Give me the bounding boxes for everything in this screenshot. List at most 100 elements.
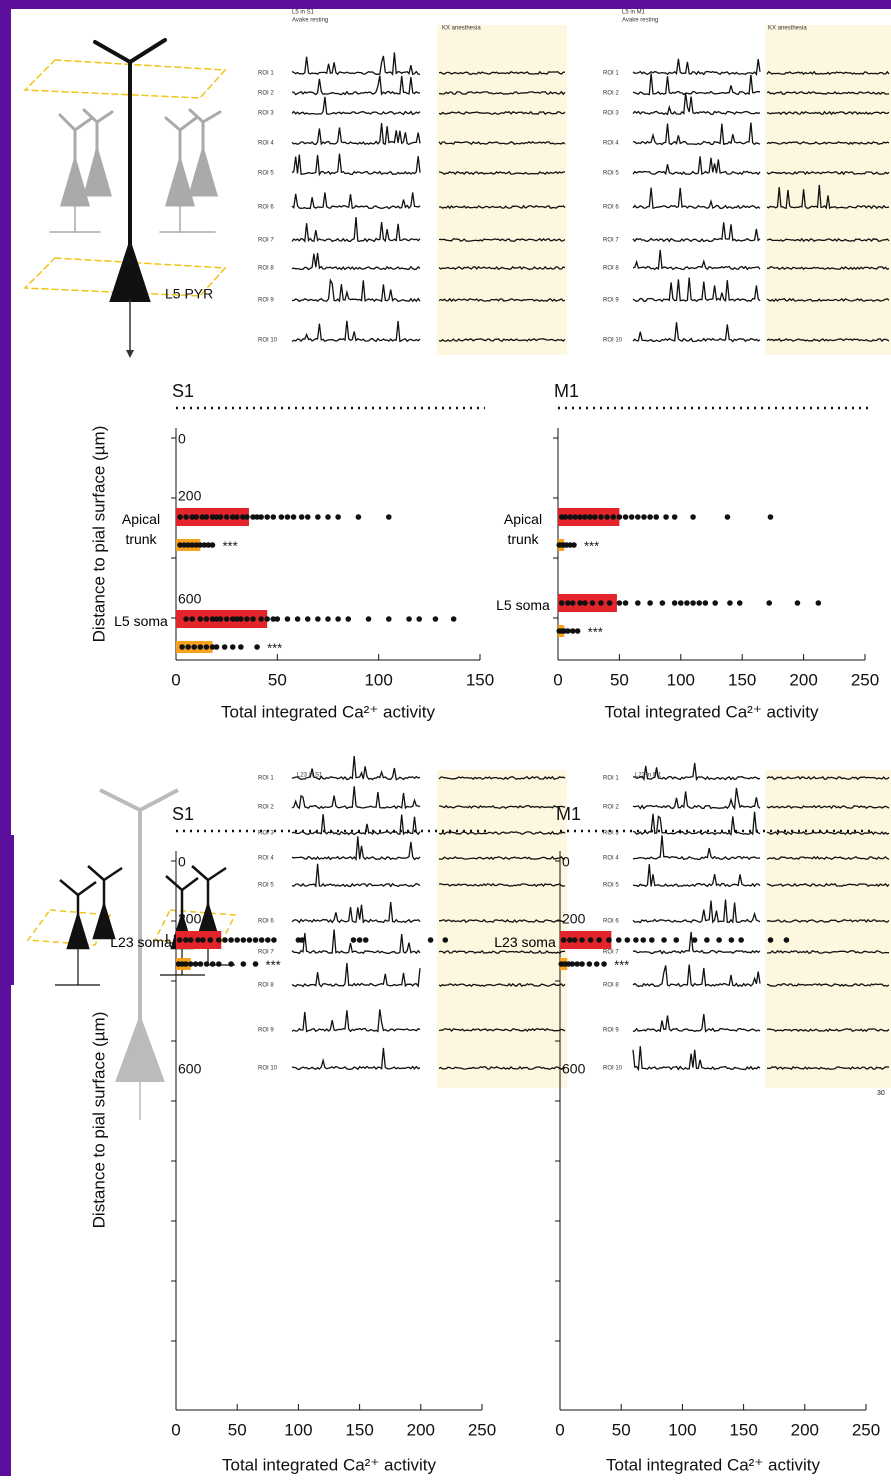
x-tick-label: 50 (612, 1420, 631, 1439)
trace (291, 252, 421, 271)
roi-label: ROI 10 (258, 1066, 278, 1072)
data-point (193, 514, 200, 520)
data-point (684, 600, 690, 606)
data-point (690, 600, 696, 606)
trace (438, 297, 566, 303)
data-point (622, 514, 629, 520)
data-point (294, 616, 301, 622)
x-axis-label: Total integrated Ca²⁺ activity (606, 1455, 821, 1474)
trace (291, 786, 421, 810)
data-point (724, 514, 731, 520)
roi-label: ROI 5 (258, 883, 274, 889)
data-point (258, 616, 264, 622)
x-tick-label: 150 (466, 670, 494, 689)
data-point (181, 542, 187, 548)
data-point (386, 616, 392, 622)
data-point (598, 514, 604, 520)
roi-label: ROI 1 (258, 776, 274, 782)
data-point (647, 514, 653, 520)
data-point (640, 937, 647, 943)
data-point (335, 616, 341, 622)
trace (632, 73, 761, 96)
data-point (653, 514, 660, 520)
roi-label: ROI 9 (258, 298, 274, 304)
bar (560, 931, 612, 949)
data-point (284, 616, 291, 622)
panel-title: L5 in S1 (292, 10, 315, 16)
data-point (416, 616, 423, 622)
trace (766, 237, 890, 243)
data-point (189, 514, 196, 520)
data-point (182, 961, 189, 967)
trace (438, 170, 566, 176)
x-tick-label: 200 (791, 1420, 819, 1439)
data-point (187, 961, 194, 967)
data-point (671, 600, 678, 606)
data-point (189, 542, 196, 548)
category-text: L5 soma (496, 597, 550, 613)
data-point (304, 514, 311, 520)
data-point (616, 600, 623, 606)
depth-label: 600 (562, 1061, 586, 1077)
data-point (182, 937, 189, 943)
significance: *** (267, 640, 282, 655)
trace (632, 322, 761, 343)
data-point (606, 937, 612, 943)
roi-label: ROI 9 (603, 1028, 619, 1034)
significance: *** (222, 538, 237, 553)
trace (438, 830, 566, 836)
data-point (604, 514, 610, 520)
x-axis-label: Total integrated Ca²⁺ activity (604, 702, 819, 721)
data-point (209, 616, 216, 622)
roi-label: ROI 7 (603, 238, 619, 244)
trace (291, 52, 421, 76)
data-point (274, 616, 281, 622)
data-point (673, 937, 680, 943)
data-point (228, 937, 234, 943)
data-point (589, 600, 596, 606)
data-point (176, 937, 183, 943)
data-point (783, 937, 790, 943)
trace (438, 140, 566, 146)
data-point (270, 514, 277, 520)
panel-title: Avake resting (622, 18, 658, 24)
trace (766, 1028, 890, 1033)
chart-title: M1 (554, 381, 579, 401)
data-point (427, 937, 434, 943)
trace (632, 787, 761, 811)
roi-label: ROI 3 (603, 831, 619, 837)
data-point (624, 937, 631, 943)
trace (632, 92, 761, 116)
data-point (177, 514, 183, 520)
trace (438, 70, 566, 75)
data-point (205, 542, 212, 548)
x-axis-label: Total integrated Ca²⁺ activity (221, 702, 436, 721)
anesthesia-background (765, 770, 891, 1088)
data-point (209, 644, 216, 650)
significance: *** (584, 538, 599, 553)
data-point (216, 937, 222, 943)
trace (766, 141, 890, 146)
roi-label: ROI 4 (258, 141, 274, 147)
trace (438, 204, 566, 210)
trace (766, 337, 890, 342)
data-point (659, 600, 666, 606)
trace (632, 1014, 761, 1033)
category-text: L23 soma (494, 934, 556, 950)
data-point (195, 937, 201, 943)
data-point (592, 514, 598, 520)
data-point (203, 616, 210, 622)
trace (438, 883, 566, 888)
data-point (240, 961, 247, 967)
data-point (192, 961, 199, 967)
data-point (569, 600, 576, 606)
data-point (200, 937, 206, 943)
data-point (179, 644, 185, 650)
trace (632, 156, 761, 176)
data-point (678, 600, 684, 606)
data-point (716, 937, 722, 943)
data-point (601, 961, 607, 967)
depth-label: 600 (178, 1061, 202, 1077)
data-point (240, 937, 247, 943)
category-text: L5 soma (114, 613, 168, 629)
